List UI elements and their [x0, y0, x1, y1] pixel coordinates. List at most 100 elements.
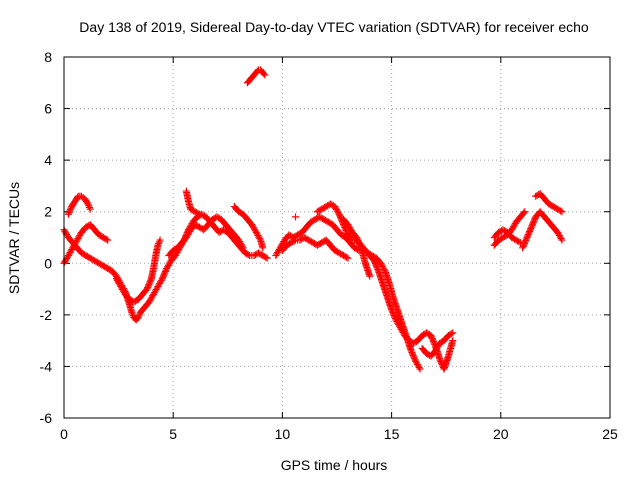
data-point	[391, 315, 399, 323]
data-point	[558, 236, 566, 244]
data-point	[256, 235, 264, 243]
data-point	[147, 276, 155, 284]
data-point	[354, 236, 362, 244]
data-point	[128, 308, 136, 316]
data-point	[156, 236, 164, 244]
data-point	[104, 236, 112, 244]
x-tick-label: 10	[275, 426, 291, 442]
data-point	[529, 219, 537, 227]
data-point	[85, 202, 93, 210]
series-arc-h	[243, 66, 269, 87]
data-point	[161, 267, 169, 275]
data-point	[416, 365, 424, 373]
data-point	[353, 234, 361, 241]
data-point	[244, 251, 252, 259]
data-point	[356, 242, 364, 250]
data-point	[334, 209, 342, 217]
data-point	[389, 309, 397, 317]
data-point	[259, 244, 267, 252]
data-point	[145, 279, 153, 287]
data-point	[162, 266, 170, 274]
data-point	[355, 239, 363, 247]
data-point	[260, 70, 268, 78]
data-point	[428, 334, 436, 342]
x-tick-label: 5	[169, 426, 177, 442]
data-point	[83, 199, 91, 207]
data-point	[436, 356, 444, 364]
data-point	[85, 203, 93, 211]
data-point	[429, 337, 437, 345]
data-point	[372, 261, 380, 269]
data-point	[195, 210, 203, 218]
data-point	[128, 310, 136, 318]
series-arc-d	[112, 236, 164, 306]
x-tick-label: 20	[493, 426, 509, 442]
data-point	[521, 239, 529, 247]
data-point	[355, 238, 363, 246]
data-point	[146, 278, 154, 286]
data-point	[389, 310, 397, 318]
data-point	[371, 260, 379, 268]
y-tick-label: -2	[40, 307, 53, 323]
data-point	[262, 253, 270, 261]
series-arc-r	[532, 190, 566, 216]
series-arc-p	[490, 226, 524, 247]
data-point	[388, 307, 396, 315]
data-point	[407, 347, 415, 355]
data-point	[521, 238, 529, 246]
data-point	[390, 312, 398, 320]
data-point	[528, 222, 536, 230]
data-point	[290, 237, 298, 245]
data-point	[556, 207, 564, 215]
data-point	[515, 238, 523, 246]
plot-frame	[63, 56, 611, 419]
data-point	[158, 275, 166, 283]
data-point	[524, 232, 532, 240]
x-tick-label: 15	[384, 426, 400, 442]
data-point	[160, 270, 168, 278]
y-tick-label: 4	[44, 152, 52, 168]
data-point	[436, 355, 444, 363]
series-arc-c	[64, 192, 94, 218]
data-point	[161, 269, 169, 277]
data-point	[411, 356, 419, 364]
data-point	[522, 236, 530, 244]
data-point	[519, 242, 527, 250]
data-point	[526, 226, 534, 234]
series-arc-f	[182, 187, 203, 218]
data-point	[557, 235, 565, 243]
data-point	[344, 254, 352, 262]
y-tick-label: 6	[44, 101, 52, 117]
data-point	[353, 235, 361, 243]
data-point	[408, 348, 416, 356]
y-tick-label: 2	[44, 204, 52, 220]
chart-title: Day 138 of 2019, Sidereal Day-to-day VTE…	[79, 19, 589, 35]
data-point	[157, 276, 165, 284]
data-point	[429, 336, 437, 344]
series-arc-m	[418, 329, 457, 360]
data-point	[238, 242, 246, 250]
data-point	[558, 208, 566, 216]
x-axis-label: GPS time / hours	[281, 457, 388, 473]
data-point	[347, 235, 355, 243]
data-point	[525, 229, 533, 237]
data-point	[356, 241, 364, 249]
data-point	[194, 209, 202, 217]
data-point	[366, 272, 374, 280]
data-point	[292, 213, 300, 221]
data-point	[529, 220, 537, 228]
data-point	[373, 263, 381, 271]
data-point	[144, 282, 152, 290]
data-point	[84, 200, 92, 208]
data-point	[155, 238, 163, 246]
data-point	[520, 241, 528, 249]
data-point	[342, 253, 350, 261]
data-point	[380, 265, 388, 273]
data-point	[522, 235, 530, 243]
data-point	[239, 244, 247, 252]
data-point	[415, 363, 423, 371]
y-tick-label: 8	[44, 49, 52, 65]
series-arc-q	[519, 208, 566, 252]
data-point	[428, 333, 436, 341]
